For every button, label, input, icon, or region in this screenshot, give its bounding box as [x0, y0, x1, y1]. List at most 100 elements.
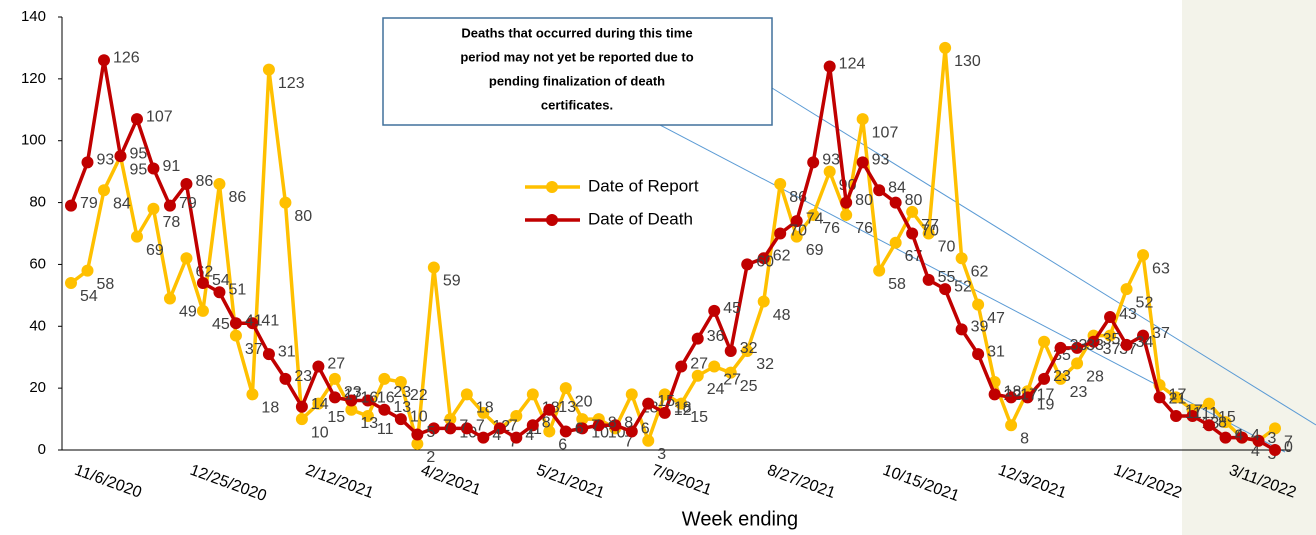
data-point — [741, 258, 754, 271]
data-point — [807, 208, 820, 221]
data-point — [1153, 391, 1166, 404]
x-tick-label: 12/25/2020 — [188, 462, 269, 505]
data-point — [939, 41, 952, 54]
data-label: 70 — [921, 223, 939, 240]
annotation-box — [382, 17, 773, 126]
data-label: 60 — [756, 254, 774, 271]
data-label: 15 — [657, 393, 675, 410]
data-label: 6 — [575, 421, 584, 438]
data-point — [790, 230, 803, 243]
data-point — [757, 252, 770, 265]
data-label: 31 — [987, 343, 1005, 360]
data-point — [658, 388, 671, 401]
y-tick-label: 100 — [21, 132, 46, 149]
data-label: 69 — [806, 242, 824, 259]
data-point — [1120, 283, 1133, 296]
data-label: 18 — [261, 400, 279, 417]
data-point — [906, 205, 919, 218]
data-label: 19 — [1037, 396, 1055, 413]
data-label: 93 — [96, 152, 114, 169]
data-point — [65, 276, 77, 289]
data-label: 8 — [624, 414, 633, 431]
data-label: 7 — [443, 418, 452, 435]
data-label: 95 — [129, 145, 147, 162]
y-tick-label: 0 — [38, 441, 46, 458]
data-point — [774, 178, 787, 191]
data-label: 20 — [575, 393, 593, 410]
data-point — [1071, 357, 1084, 370]
data-point — [510, 409, 523, 422]
data-label: 52 — [954, 278, 972, 295]
data-point — [345, 403, 358, 416]
data-label: 80 — [855, 192, 873, 209]
data-label: 7 — [591, 418, 600, 435]
y-tick-label: 20 — [29, 379, 46, 396]
data-label: 84 — [113, 195, 131, 212]
data-point — [790, 215, 803, 228]
data-point — [972, 298, 985, 311]
data-point — [312, 360, 325, 373]
data-label: 51 — [228, 281, 246, 298]
data-label: 43 — [1119, 306, 1137, 323]
data-point — [163, 199, 176, 212]
data-point — [1186, 409, 1199, 422]
data-label: 11 — [1185, 405, 1202, 422]
data-point — [147, 162, 160, 175]
data-point — [1203, 397, 1216, 410]
data-label: 45 — [212, 316, 230, 333]
data-point — [378, 403, 391, 416]
data-point — [262, 63, 275, 76]
data-label: 4 — [492, 427, 501, 444]
data-point — [196, 304, 209, 317]
data-point — [460, 422, 473, 435]
data-label: 15 — [690, 409, 708, 426]
data-label: 7 — [624, 434, 633, 451]
data-label: 33 — [1086, 337, 1104, 354]
data-point — [856, 113, 869, 126]
annotation-line — [771, 87, 1316, 426]
data-point — [889, 196, 902, 209]
data-point — [526, 388, 539, 401]
data-label: 76 — [822, 220, 840, 237]
x-axis-title: Week ending — [682, 508, 798, 530]
data-label: 80 — [294, 208, 312, 225]
data-label: 8 — [1218, 414, 1227, 431]
data-label: 16 — [360, 390, 378, 407]
data-point — [1038, 372, 1051, 385]
data-point — [1137, 329, 1150, 342]
data-point — [1054, 372, 1067, 385]
data-point — [625, 388, 638, 401]
data-label: 16 — [377, 390, 395, 407]
y-tick-label: 60 — [29, 255, 46, 272]
data-label: 22 — [410, 387, 428, 404]
data-point — [213, 178, 226, 191]
data-point — [1104, 329, 1117, 342]
data-label: 13 — [393, 399, 411, 416]
data-label: 93 — [822, 152, 840, 169]
data-point — [823, 165, 836, 178]
data-point — [81, 156, 94, 169]
data-point — [246, 388, 259, 401]
data-label: 33 — [1070, 337, 1088, 354]
data-label: 45 — [723, 300, 741, 317]
data-point — [939, 283, 952, 296]
data-label: 126 — [113, 50, 140, 67]
data-point — [856, 156, 869, 169]
data-point — [361, 409, 374, 422]
data-label: 34 — [1136, 334, 1154, 351]
data-label: 8 — [542, 414, 551, 431]
data-point — [510, 431, 523, 444]
data-point — [180, 178, 193, 191]
data-label: 27 — [723, 372, 741, 389]
data-point — [576, 422, 589, 435]
data-label: 130 — [954, 53, 981, 70]
data-label: 32 — [740, 340, 758, 357]
data-label: 37 — [1152, 325, 1170, 342]
data-label: 3 — [657, 446, 666, 463]
data-point — [345, 394, 358, 407]
data-point — [1170, 391, 1183, 404]
data-label: 69 — [146, 242, 164, 259]
data-point — [262, 348, 275, 361]
data-label: 15 — [327, 409, 345, 426]
y-tick-label: 140 — [21, 8, 46, 25]
